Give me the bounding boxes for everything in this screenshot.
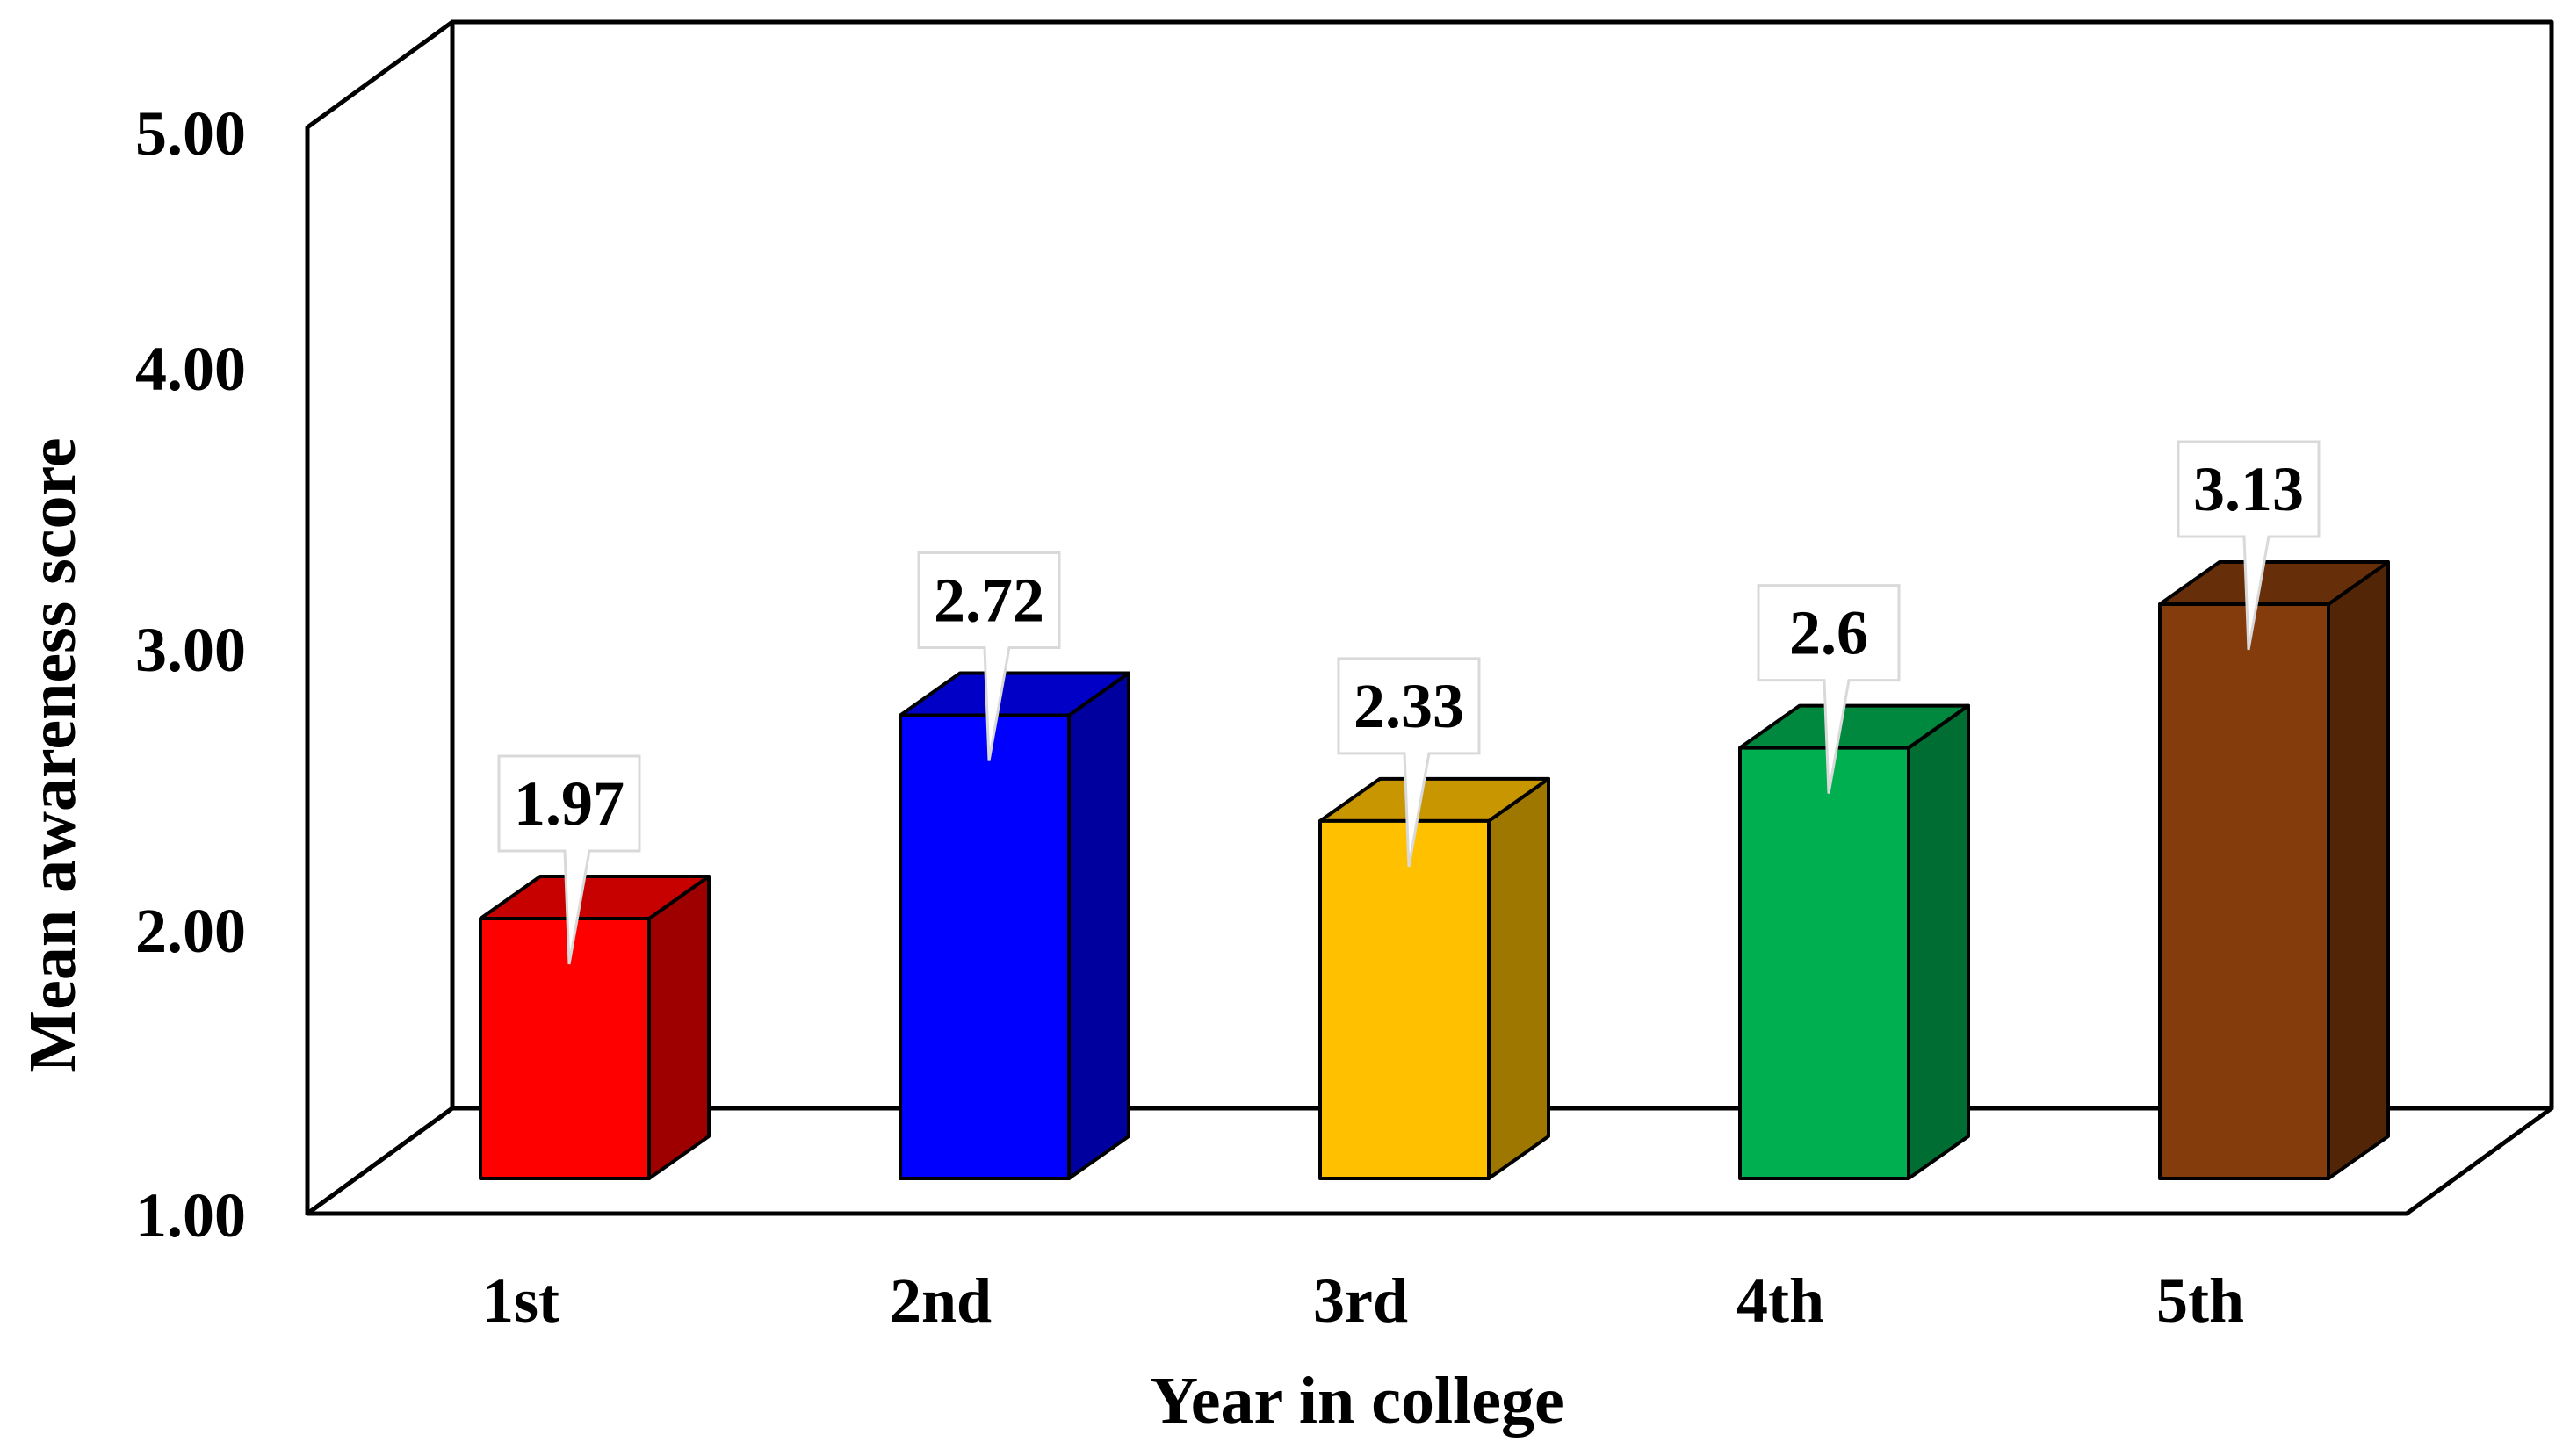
data-label-text: 3.13: [2193, 454, 2304, 524]
data-label-box: [1337, 657, 1481, 868]
x-tick-label: 3rd: [1313, 1265, 1408, 1336]
bar-front: [899, 713, 1071, 1180]
y-tick-label: 3.00: [135, 615, 246, 685]
y-tick-label: 2.00: [135, 896, 246, 966]
x-tick-label: 1st: [482, 1265, 559, 1336]
data-label: 2.72: [917, 551, 1061, 761]
bar-side: [1067, 671, 1130, 1180]
bars: [479, 560, 2390, 1180]
bar-front: [1318, 818, 1491, 1180]
data-label-text: 2.72: [934, 566, 1044, 636]
bar-front: [479, 917, 651, 1180]
bar-side: [647, 875, 711, 1180]
bar-side: [1907, 703, 1970, 1180]
bar-side: [1487, 776, 1550, 1180]
data-label-text: 1.97: [514, 768, 624, 839]
y-tick-labels: 1.00 2.00 3.00 4.00 5.00: [135, 98, 246, 1251]
y-tick-label: 4.00: [135, 334, 246, 404]
data-label-box: [1757, 584, 1901, 794]
x-tick-label: 5th: [2156, 1265, 2244, 1336]
x-tick-labels: 1st 2nd 3rd 4th 5th: [482, 1265, 2244, 1336]
bar-front: [1738, 746, 1910, 1180]
bar-5th: [2158, 560, 2390, 1180]
x-axis-title: Year in college: [1150, 1364, 1563, 1438]
bar-1st: [479, 875, 711, 1180]
data-label-text: 2.33: [1354, 671, 1464, 741]
data-label: 2.33: [1337, 657, 1481, 868]
data-label-box: [2177, 440, 2321, 651]
floor: [305, 1106, 2554, 1216]
data-label-box: [917, 551, 1061, 761]
bar-2nd: [899, 671, 1130, 1180]
bar-4th: [1738, 703, 1970, 1180]
bar-3rd: [1318, 776, 1550, 1180]
data-label: 2.6: [1757, 584, 1901, 794]
data-labels: 1.97 2.72 2.33 2.6 3.13: [497, 440, 2321, 965]
y-tick-label: 1.00: [135, 1180, 246, 1251]
x-tick-label: 4th: [1736, 1265, 1824, 1336]
y-axis-title: Mean awareness score: [16, 437, 90, 1072]
bar-front: [2158, 602, 2330, 1180]
x-tick-label: 2nd: [890, 1265, 992, 1336]
data-label: 1.97: [497, 754, 641, 965]
y-tick-label: 5.00: [135, 98, 246, 169]
data-label-box: [497, 754, 641, 965]
data-label-text: 2.6: [1789, 598, 1868, 668]
bar-side: [2327, 560, 2390, 1180]
data-label: 3.13: [2177, 440, 2321, 651]
side-wall: [305, 19, 455, 1216]
